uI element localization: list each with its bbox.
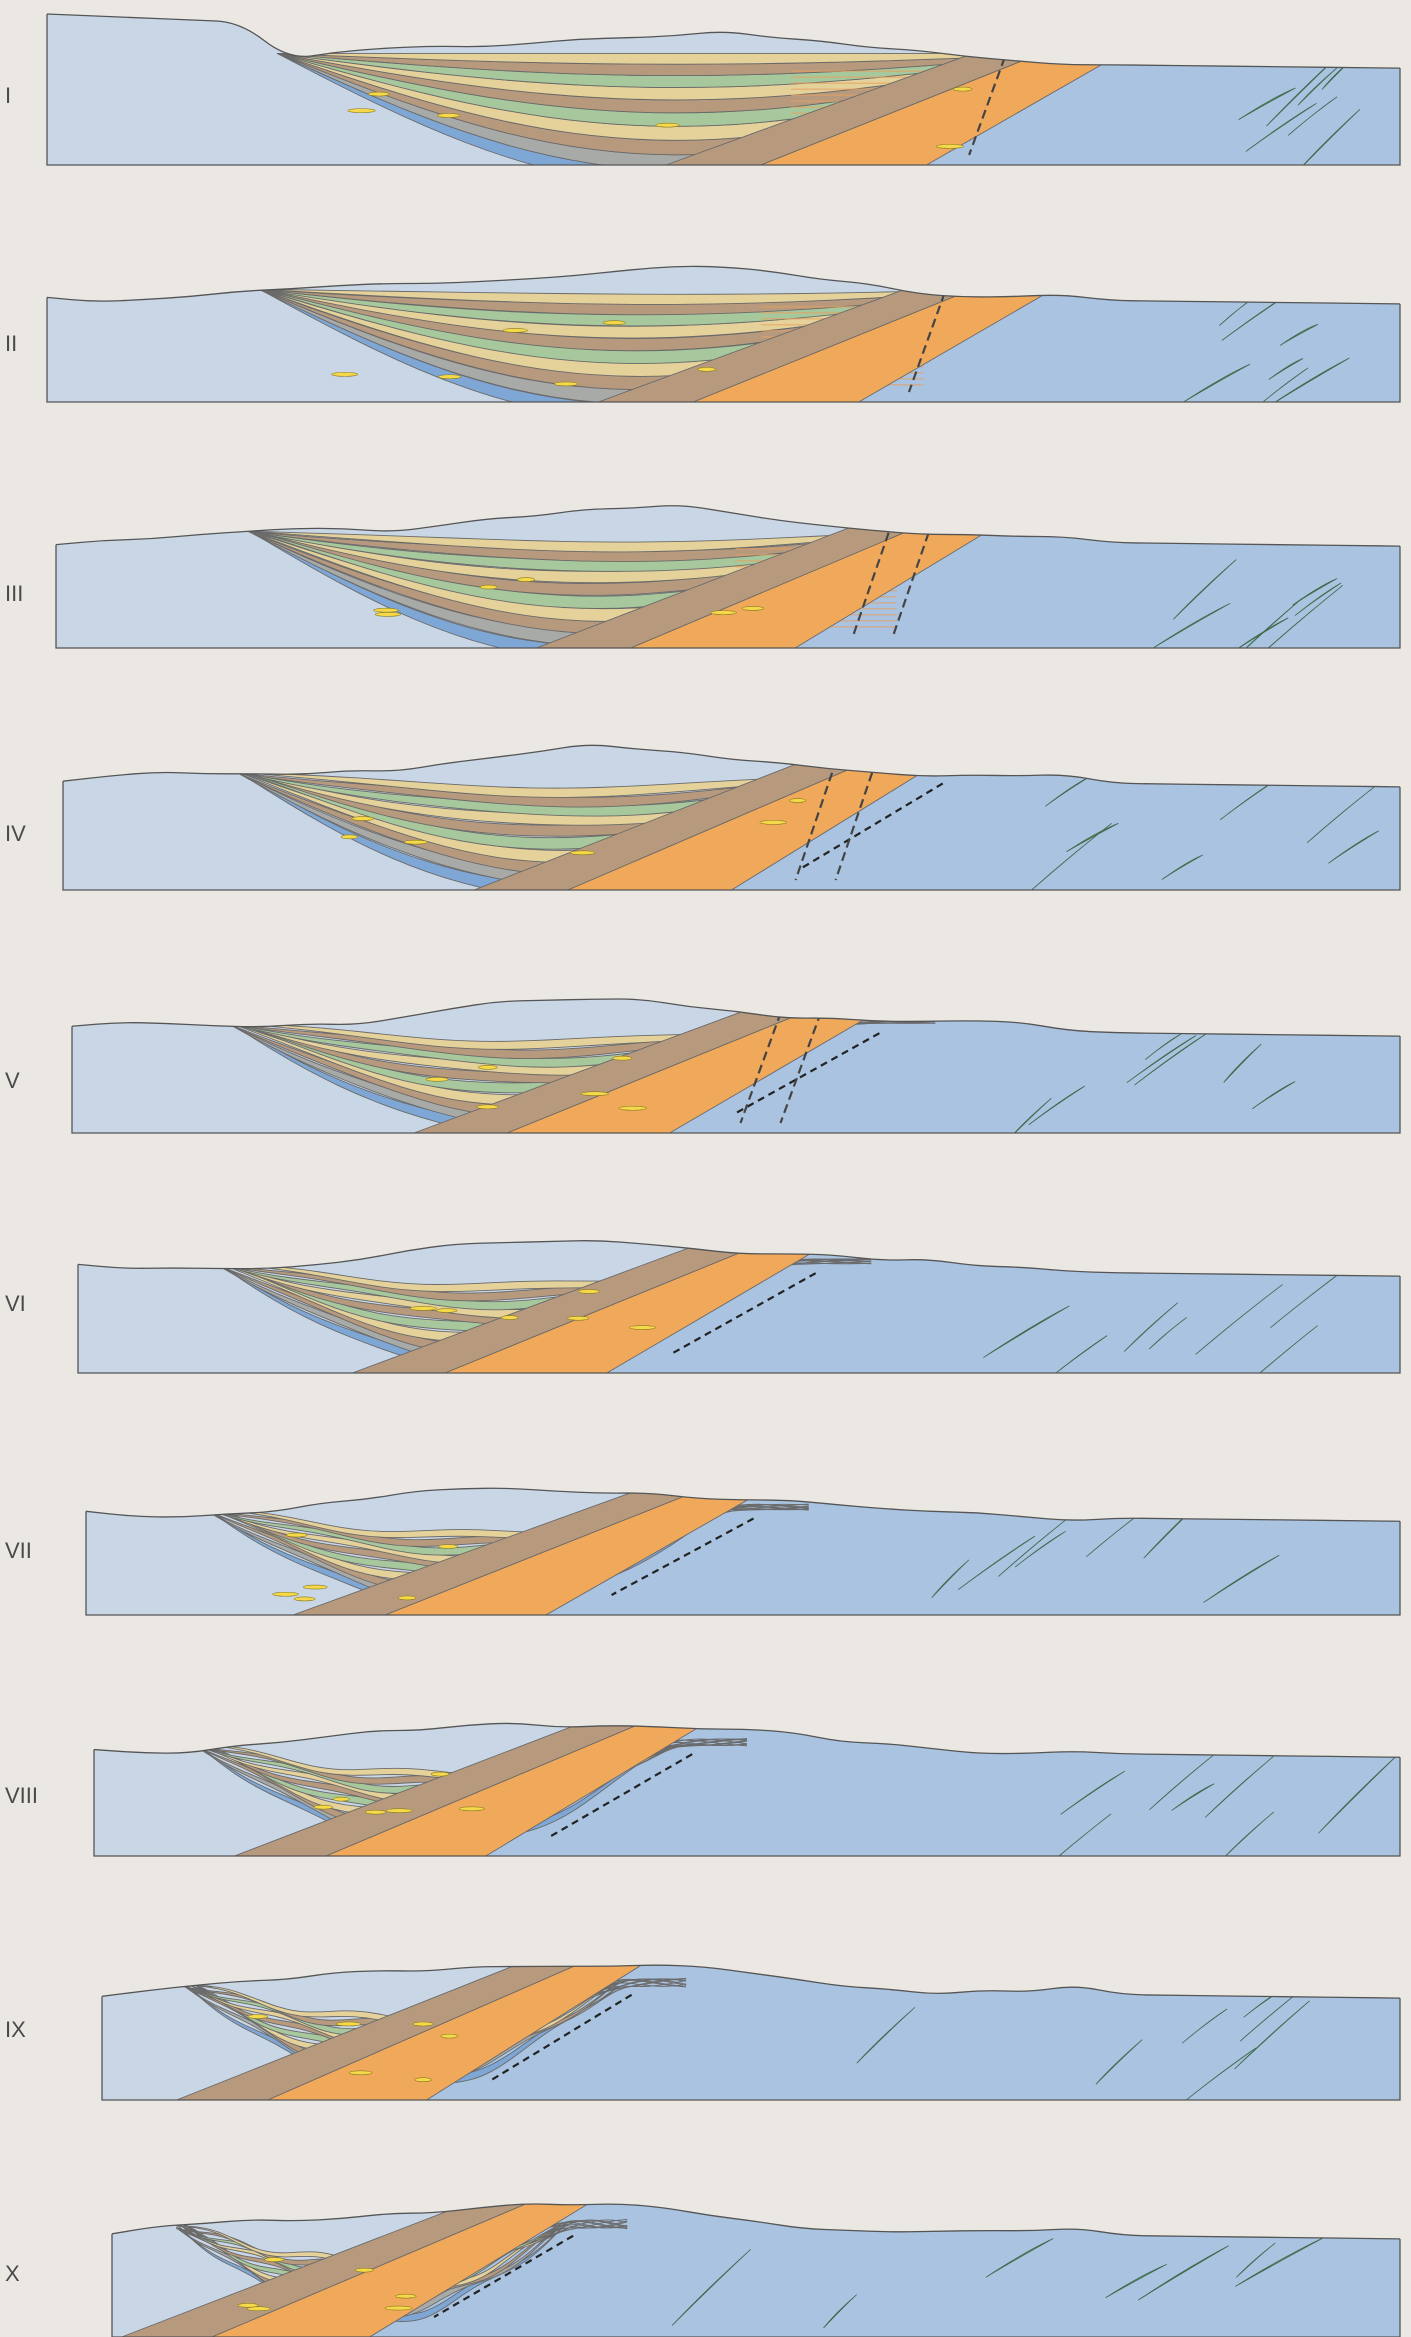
cross-section-2: II [5, 265, 1401, 403]
cross-section-7: VII [5, 1487, 1401, 1616]
section-label: IV [5, 821, 26, 846]
section-label: IX [5, 2017, 26, 2042]
section-label: I [5, 83, 11, 108]
cross-section-8: VIII [5, 1722, 1401, 1857]
cross-section-5: V [5, 998, 1401, 1134]
section-label: V [5, 1068, 20, 1093]
cross-section-1: I [5, 13, 1401, 166]
section-label: II [5, 331, 17, 356]
cross-section-3: III [5, 505, 1401, 649]
section-label: VIII [5, 1783, 38, 1808]
section-label: VII [5, 1538, 32, 1563]
cross-section-9: IX [5, 1964, 1401, 2101]
cross-section-10: X [5, 2203, 1401, 2337]
section-label: III [5, 581, 23, 606]
section-label: VI [5, 1291, 26, 1316]
cross-section-4: IV [5, 744, 1401, 891]
section-label: X [5, 2261, 20, 2286]
cross-section-6: VI [5, 1240, 1401, 1374]
